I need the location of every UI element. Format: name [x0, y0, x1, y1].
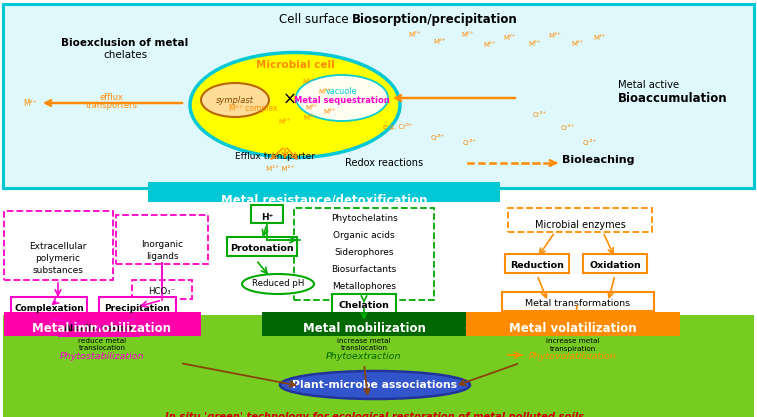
Text: Organic acids: Organic acids	[333, 231, 395, 240]
Text: Metal sequestration: Metal sequestration	[294, 95, 390, 105]
FancyBboxPatch shape	[262, 312, 466, 336]
FancyBboxPatch shape	[3, 4, 754, 188]
Text: M²⁺: M²⁺	[484, 42, 497, 48]
Text: H⁺: H⁺	[261, 213, 273, 222]
Text: symplast: symplast	[216, 95, 254, 105]
Text: Reduction: Reduction	[510, 261, 564, 270]
FancyBboxPatch shape	[148, 182, 500, 202]
Text: Metal volatilization: Metal volatilization	[509, 322, 637, 335]
FancyBboxPatch shape	[332, 294, 396, 313]
Text: increase metal
transpiration: increase metal transpiration	[547, 338, 600, 352]
FancyBboxPatch shape	[502, 292, 654, 311]
Text: HCO₃⁻: HCO₃⁻	[148, 287, 176, 296]
Text: Cr³⁺: Cr³⁺	[533, 112, 547, 118]
Text: Biosorption/precipitation: Biosorption/precipitation	[352, 13, 518, 26]
Text: vacuole: vacuole	[326, 87, 358, 96]
Text: Metal resistance/detoxification: Metal resistance/detoxification	[221, 193, 427, 206]
Text: efflux: efflux	[100, 93, 124, 102]
FancyBboxPatch shape	[132, 280, 192, 299]
Text: Metal immobilization: Metal immobilization	[33, 322, 172, 335]
Text: Cr⁶⁺: Cr⁶⁺	[431, 135, 445, 141]
Ellipse shape	[280, 371, 470, 399]
Text: Metal transformations: Metal transformations	[525, 299, 631, 308]
FancyBboxPatch shape	[11, 297, 87, 316]
Text: Siderophores: Siderophores	[335, 248, 394, 257]
Text: Microbial cell: Microbial cell	[256, 60, 335, 70]
Text: Efflux transporter: Efflux transporter	[235, 152, 315, 161]
Text: Plant-microbe associations: Plant-microbe associations	[292, 380, 457, 390]
Text: Phytoextraction: Phytoextraction	[326, 352, 402, 361]
Text: M²⁺: M²⁺	[462, 32, 475, 38]
Text: Inorganic
ligands: Inorganic ligands	[141, 240, 183, 261]
Text: Protonation: Protonation	[230, 244, 294, 253]
Text: M²⁺ M²⁺: M²⁺ M²⁺	[266, 166, 294, 172]
Text: M²⁺: M²⁺	[409, 32, 422, 38]
Text: transporters: transporters	[86, 101, 138, 110]
Text: M²⁺: M²⁺	[304, 115, 316, 121]
Text: M²⁺: M²⁺	[549, 33, 561, 39]
Text: Microbial enzymes: Microbial enzymes	[534, 220, 625, 230]
Text: Alkalinization: Alkalinization	[64, 324, 134, 333]
FancyBboxPatch shape	[251, 205, 283, 223]
FancyBboxPatch shape	[99, 297, 176, 316]
Text: Chelation: Chelation	[338, 301, 389, 310]
Text: Bioleaching: Bioleaching	[562, 155, 634, 165]
FancyBboxPatch shape	[4, 211, 113, 280]
Text: Precipitation: Precipitation	[104, 304, 170, 313]
Ellipse shape	[190, 53, 400, 158]
FancyBboxPatch shape	[3, 315, 754, 417]
Text: Metal active: Metal active	[618, 80, 679, 90]
Text: reduce metal
translocation: reduce metal translocation	[78, 338, 126, 352]
FancyBboxPatch shape	[508, 208, 652, 232]
Text: M²⁺: M²⁺	[528, 41, 541, 47]
Text: M²⁺: M²⁺	[434, 39, 447, 45]
Text: Complexation: Complexation	[14, 304, 84, 313]
Text: Oxidation: Oxidation	[589, 261, 641, 270]
Text: M²⁺: M²⁺	[572, 41, 584, 47]
Text: Phytostabilization: Phytostabilization	[60, 352, 145, 361]
Text: Cr³⁺: Cr³⁺	[561, 125, 575, 131]
Text: Phytovolatilization: Phytovolatilization	[529, 352, 617, 361]
Text: Phytochelatins: Phytochelatins	[331, 214, 397, 223]
Text: Reduced pH: Reduced pH	[252, 279, 304, 289]
Text: M²⁺: M²⁺	[303, 79, 316, 85]
Text: Cr⁶⁺: Cr⁶⁺	[463, 140, 477, 146]
FancyBboxPatch shape	[59, 317, 139, 336]
Text: e.g. Cr⁶⁺: e.g. Cr⁶⁺	[383, 123, 413, 130]
FancyBboxPatch shape	[116, 215, 208, 264]
Ellipse shape	[242, 274, 314, 294]
Text: Biosurfactants: Biosurfactants	[332, 265, 397, 274]
Text: ×: ×	[283, 91, 297, 109]
Text: Metal mobilization: Metal mobilization	[303, 322, 425, 335]
Text: M²⁺: M²⁺	[23, 98, 37, 108]
FancyBboxPatch shape	[505, 254, 569, 273]
Text: M²⁺: M²⁺	[319, 89, 332, 95]
Text: Extracellular
polymeric
substances: Extracellular polymeric substances	[30, 242, 87, 275]
Text: M²⁺: M²⁺	[593, 35, 606, 41]
Text: In situ 'green' technology for ecological restoration of metal polluted soils: In situ 'green' technology for ecologica…	[166, 412, 584, 417]
FancyBboxPatch shape	[227, 237, 297, 256]
Text: M²⁺: M²⁺	[503, 35, 516, 41]
FancyBboxPatch shape	[466, 312, 680, 336]
Ellipse shape	[296, 75, 388, 121]
Text: Metallophores: Metallophores	[332, 282, 396, 291]
Text: M²⁺: M²⁺	[279, 119, 291, 125]
FancyBboxPatch shape	[583, 254, 647, 273]
FancyBboxPatch shape	[294, 208, 434, 300]
Text: M²⁺: M²⁺	[306, 105, 318, 111]
Text: Bioexclusion of metal: Bioexclusion of metal	[61, 38, 188, 48]
Text: Redox reactions: Redox reactions	[345, 158, 423, 168]
FancyBboxPatch shape	[4, 312, 201, 336]
Text: chelates: chelates	[103, 50, 147, 60]
Text: Bioaccumulation: Bioaccumulation	[618, 92, 727, 105]
Text: Cell surface: Cell surface	[279, 13, 352, 26]
Text: M²⁺ complex: M²⁺ complex	[229, 103, 277, 113]
Ellipse shape	[201, 83, 269, 117]
Text: increase metal
translocation: increase metal translocation	[338, 338, 391, 352]
Text: M²⁺: M²⁺	[324, 109, 336, 115]
Text: Cr³⁺: Cr³⁺	[583, 140, 597, 146]
